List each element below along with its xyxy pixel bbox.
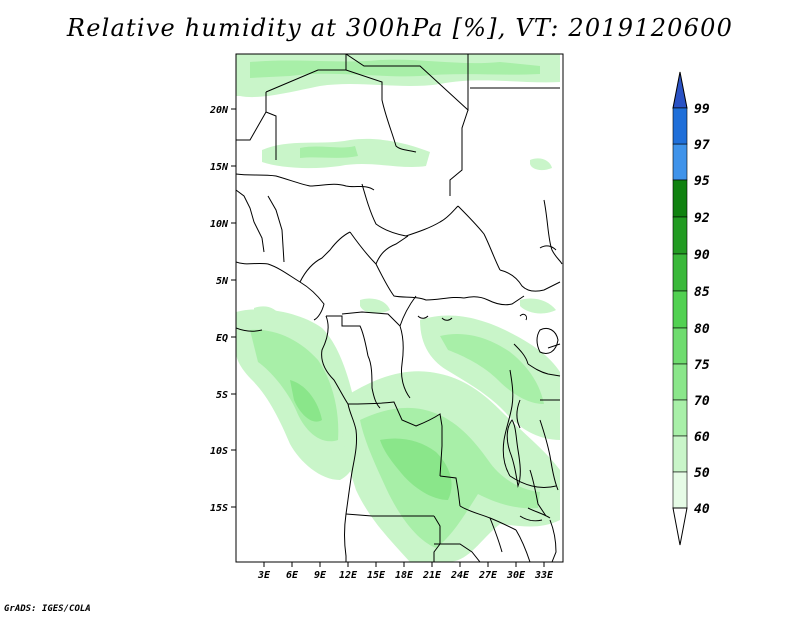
lat-tick-label: 15N [210,162,229,173]
colorbar-top-arrow [672,71,688,109]
humidity-shading [236,54,560,562]
lon-tick-label: 15E [367,570,386,581]
lat-tick-label: 20N [209,105,229,116]
colorbar-bottom-arrow [672,507,688,546]
colorbar-level-label: 99 [694,102,710,117]
colorbar-segment [672,327,688,365]
lon-tick-label: 18E [395,570,414,581]
colorbar-segment [672,216,688,255]
colorbar-level-label: 85 [694,285,710,300]
lat-tick-label: 5S [216,390,228,401]
colorbar-segment [672,253,688,292]
colorbar-segment [672,179,688,218]
lon-tick-label: 30E [506,570,526,581]
colorbar-level-label: 75 [694,358,710,373]
axis-ticks [231,108,545,567]
lat-tick-label: 15S [210,503,228,514]
colorbar-segment [672,435,688,473]
colorbar-level-label: 95 [694,174,710,189]
colorbar-level-label: 97 [694,138,710,153]
lon-tick-label: 21E [422,570,442,581]
colorbar-legend: 99 97 95 92 90 85 80 75 70 60 50 40 [672,71,710,546]
lat-tick-label: EQ [216,333,228,344]
colorbar-segment [672,107,688,145]
colorbar-segment [672,399,688,437]
colorbar-segment [672,471,688,509]
colorbar-level-label: 92 [694,211,710,226]
colorbar-level-label: 80 [694,322,710,337]
country-boundaries [236,54,563,562]
grads-credit: GrADS: IGES/COLA [4,604,91,614]
colorbar-level-label: 50 [694,466,710,481]
map-title: Relative humidity at 300hPa [%], VT: 201… [66,14,734,42]
lon-tick-label: 3E [257,570,271,581]
latitude-labels: 20N 15N 10N 5N EQ 5S 10S 15S [209,105,229,514]
lat-tick-label: 10N [210,219,229,230]
lon-tick-label: 33E [534,570,554,581]
lat-tick-label: 5N [216,276,229,287]
colorbar-level-label: 70 [694,394,710,409]
colorbar-level-label: 90 [694,248,710,263]
map-frame [235,53,564,563]
colorbar-level-label: 60 [694,430,710,445]
lon-tick-label: 9E [314,570,327,581]
colorbar-segment [672,143,688,181]
lat-tick-label: 10S [210,446,228,457]
lon-tick-label: 12E [339,570,358,581]
lon-tick-label: 27E [478,570,498,581]
colorbar-segment [672,290,688,329]
lon-tick-label: 6E [286,570,299,581]
longitude-labels: 3E 6E 9E 12E 15E 18E 21E 24E 27E 30E 33E [257,570,554,581]
lon-tick-label: 24E [450,570,470,581]
colorbar-level-label: 40 [694,502,710,517]
colorbar-segment [672,363,688,401]
